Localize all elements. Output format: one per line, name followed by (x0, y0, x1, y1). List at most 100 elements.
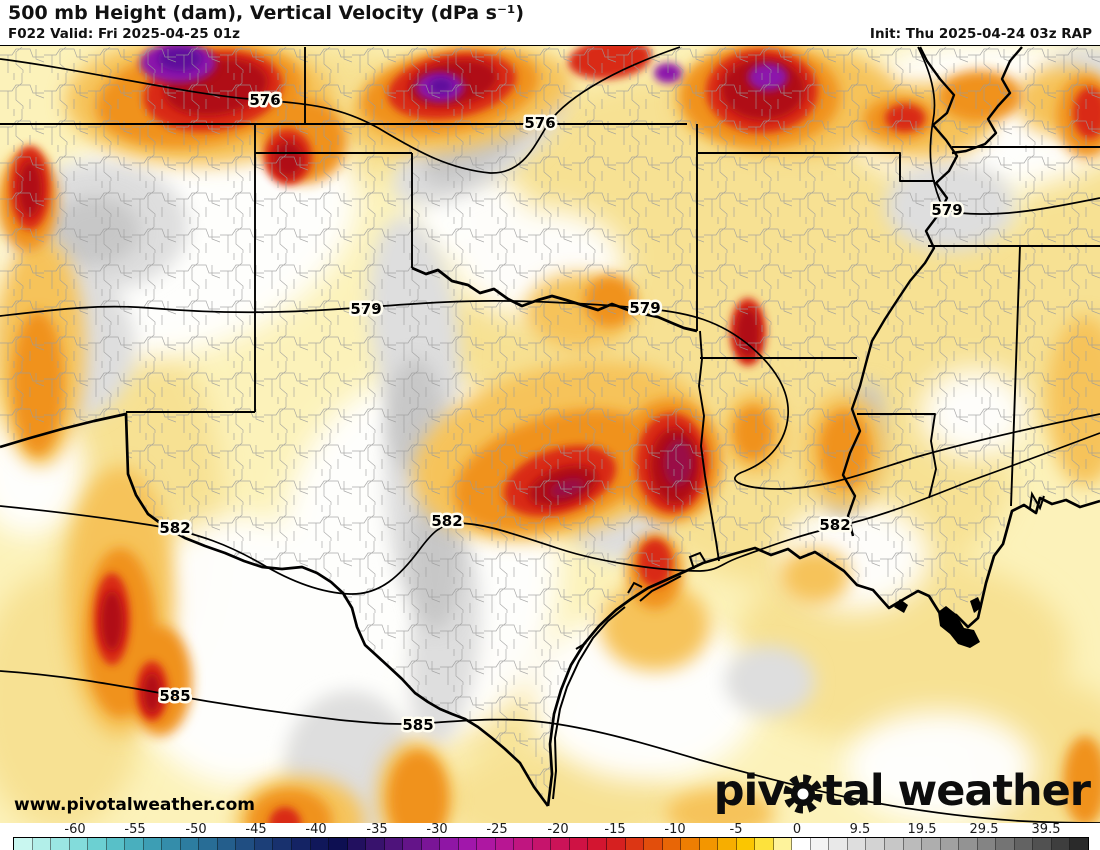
colorbar-cell (755, 838, 774, 850)
colorbar-cell (1014, 838, 1034, 850)
colorbar-cell (106, 838, 126, 850)
colorbar-cell (922, 838, 941, 850)
colorbar-tick: -20 (547, 822, 569, 837)
colorbar: -60 -55 -50 -45 -40 -35 -30 -25 -20 -15 -10 -5 0 9.5 1… (0, 822, 1100, 850)
height-contours (0, 46, 1100, 824)
colorbar-cell (199, 838, 218, 850)
colorbar-cell (607, 838, 626, 850)
colorbar-cell (162, 838, 181, 850)
contour-label: 579 (350, 300, 381, 318)
colorbar-cell (514, 838, 533, 850)
weather-map: 576 576 579 579 579 582 582 582 585 585 (0, 45, 1100, 824)
colorbar-cell (51, 838, 70, 850)
colorbar-cell (829, 838, 848, 850)
colorbar-tick-labels: -60 -55 -50 -45 -40 -35 -30 -25 -20 -15 -10 -5 0 9.5 1… (0, 822, 1100, 837)
colorbar-cell (884, 838, 904, 850)
colorbar-tick: 0 (792, 822, 802, 837)
valid-time-label: F022 Valid: Fri 2025-04-25 01z (8, 26, 240, 42)
gulf-coastline (546, 496, 1100, 807)
delta-marsh (894, 597, 982, 648)
colorbar-cell (1051, 838, 1071, 850)
colorbar-cell (310, 838, 330, 850)
colorbar-cell (69, 838, 89, 850)
colorbar-tick: -60 (64, 822, 86, 837)
page-title: 500 mb Height (dam), Vertical Velocity (… (8, 2, 525, 24)
colorbar-tick: -35 (366, 822, 388, 837)
state-borders (0, 47, 1100, 562)
colorbar-cell (699, 838, 719, 850)
colorbar-tick: -55 (124, 822, 146, 837)
colorbar-cell (847, 838, 867, 850)
colorbar-cell (217, 838, 237, 850)
map-canvas: 576 576 579 579 579 582 582 582 585 585 (0, 46, 1100, 824)
contour-label: 582 (431, 512, 462, 530)
colorbar-cell (421, 838, 441, 850)
colorbar-tick: -30 (426, 822, 448, 837)
colorbar-cell (273, 838, 292, 850)
colorbar-tick: -25 (486, 822, 508, 837)
colorbar-cell (866, 838, 885, 850)
colorbar-cell (458, 838, 478, 850)
colorbar-cell (384, 838, 404, 850)
contour-585 (0, 670, 1100, 824)
contour-label: 582 (159, 519, 190, 537)
contour-579-east (917, 46, 1100, 215)
colorbar-cell (625, 838, 645, 850)
mississippi-river (841, 46, 959, 537)
contour-582 (0, 432, 1100, 595)
init-time-label: Init: Thu 2025-04-24 03z RAP (869, 26, 1092, 42)
rio-grande-border (0, 412, 550, 807)
colorbar-tick: -40 (305, 822, 327, 837)
colorbar-cell (477, 838, 496, 850)
colorbar-cell (125, 838, 144, 850)
colorbar-cell (440, 838, 459, 850)
colorbar-tick: 39.5 (1031, 822, 1061, 837)
colorbar-cell (773, 838, 793, 850)
ohio-river (951, 46, 1023, 155)
colorbar-cell (347, 838, 367, 850)
logo-text-weather: weather (883, 766, 1091, 816)
colorbar-cell (736, 838, 756, 850)
colorbar-tick: 19.5 (907, 822, 937, 837)
coastal-features (552, 490, 1045, 800)
colorbar-cell (236, 838, 255, 850)
colorbar-cell (996, 838, 1015, 850)
colorbar-cell (940, 838, 960, 850)
contour-label-group: 576 576 579 579 579 582 582 582 585 585 (157, 89, 965, 737)
colorbar-tick: 9.5 (849, 822, 871, 837)
colorbar-cell (588, 838, 607, 850)
colorbar-cell (718, 838, 737, 850)
contour-label: 585 (402, 716, 433, 734)
colorbar-cell (681, 838, 700, 850)
colorbar-cell (551, 838, 570, 850)
colorbar-cell (1033, 838, 1052, 850)
colorbar-cell (644, 838, 663, 850)
colorbar-cell (532, 838, 552, 850)
colorbar-cell (88, 838, 107, 850)
colorbar-cell (977, 838, 997, 850)
colorbar-cell (14, 838, 33, 850)
logo-text-piv: piv (713, 766, 786, 816)
colorbar-cell (180, 838, 200, 850)
colorbar-cell (662, 838, 682, 850)
colorbar-cell (495, 838, 515, 850)
colorbar-cell (792, 838, 811, 850)
colorbar-cell (959, 838, 978, 850)
pivotal-weather-logo: piv tal weather (713, 765, 1091, 817)
contour-label: 579 (931, 201, 962, 219)
contour-label: 579 (629, 299, 660, 317)
colorbar-cell (903, 838, 923, 850)
colorbar-cell (291, 838, 311, 850)
colorbar-tick: -45 (245, 822, 267, 837)
colorbar-tick: -5 (729, 822, 743, 837)
colorbar-tick: 29.5 (969, 822, 999, 837)
colorbar-cell (810, 838, 830, 850)
contour-579-west (0, 300, 1100, 490)
watermark-url: www.pivotalweather.com (14, 795, 256, 815)
colorbar-cell (329, 838, 348, 850)
colorbar-cell (1070, 838, 1088, 850)
colorbar-cell (366, 838, 385, 850)
colorbar-tick: -10 (664, 822, 686, 837)
contour-label: 582 (819, 516, 850, 534)
